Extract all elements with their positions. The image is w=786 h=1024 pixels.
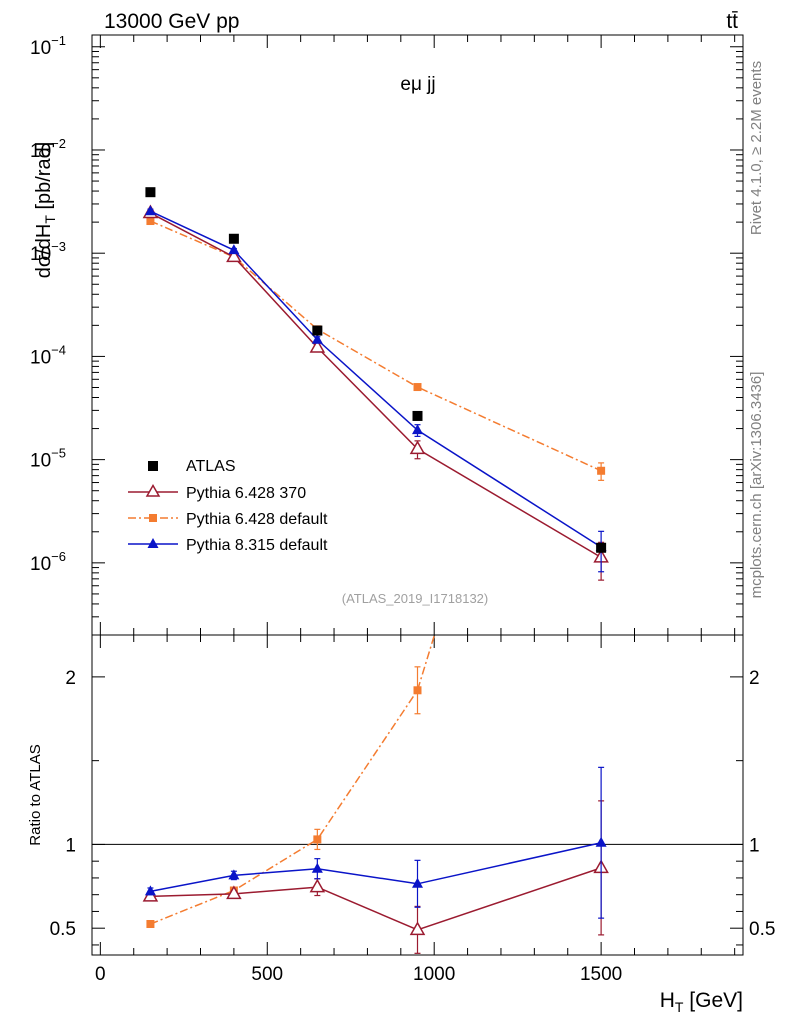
main-y-tick-label-exp-4: −2 xyxy=(51,136,66,151)
x-axis-label-unit: [GeV] xyxy=(683,989,743,1012)
main-y-tick-label-5: 10−1 xyxy=(30,33,66,59)
main-point-atlas-2 xyxy=(312,325,323,336)
legend-label-pythia-6-428-default: Pythia 6.428 default xyxy=(186,511,328,528)
legend-entry-atlas: ATLAS xyxy=(148,458,236,475)
ratio-x-tick-label-2: 1000 xyxy=(413,964,455,985)
main-point-p8-1 xyxy=(228,244,240,255)
ratio-y-tick-label-left-2: 2 xyxy=(65,668,76,689)
ratio-y-tick-label-left-0: 0.5 xyxy=(50,919,76,940)
legend-entry-pythia-6-428-370: Pythia 6.428 370 xyxy=(128,483,306,502)
x-axis-label-sub: T xyxy=(675,999,684,1015)
main-point-p6def-4 xyxy=(597,466,606,475)
main-y-tick-label-1: 10−5 xyxy=(30,446,66,472)
ratio-point-p8-0 xyxy=(144,885,156,896)
main-y-tick-label-0: 10−6 xyxy=(30,549,66,575)
ratio-point-p6def-2 xyxy=(313,835,322,844)
main-point-p8-3 xyxy=(412,424,423,435)
main-y-tick-label-exp-3: −3 xyxy=(51,239,66,254)
main-point-atlas-1 xyxy=(228,233,239,244)
y-axis-label: dσ/dHT [pb/rad] xyxy=(33,142,58,279)
legend-entry-pythia-6-428-default: Pythia 6.428 default xyxy=(128,511,328,528)
legend: ATLAS Pythia 6.428 370 Pythia 6.428 defa… xyxy=(128,458,328,554)
legend-label-pythia-6-428-370: Pythia 6.428 370 xyxy=(186,485,306,502)
title-right: tt̄ xyxy=(726,10,738,33)
main-y-tick-label-base-5: 10 xyxy=(30,38,51,59)
main-point-p6def-0 xyxy=(146,217,155,226)
main-point-atlas-0 xyxy=(145,187,156,198)
main-point-p8-0 xyxy=(144,205,156,216)
main-series-group xyxy=(142,187,609,581)
ratio-point-p8-4 xyxy=(595,836,607,847)
ratio-y-tick-label-right-1: 1 xyxy=(749,835,760,856)
y-axis-label-main: dσ/dH xyxy=(33,224,55,279)
ratio-point-p6def-4 xyxy=(597,86,605,94)
ratio-x-tick-label-3: 1500 xyxy=(580,964,622,985)
legend-label-pythia-8-315-default: Pythia 8.315 default xyxy=(186,537,328,554)
main-y-tick-label-exp-5: −1 xyxy=(51,33,66,48)
legend-marker-pythia-8-315-default xyxy=(147,538,159,548)
ratio-y-tick-label-right-2: 2 xyxy=(749,668,760,689)
legend-label-atlas: ATLAS xyxy=(186,458,236,475)
legend-entry-pythia-8-315-default: Pythia 8.315 default xyxy=(128,537,328,554)
y-axis-label-sub: T xyxy=(42,215,58,224)
title-left: 13000 GeV pp xyxy=(104,10,239,33)
ratio-plot-frame xyxy=(91,634,744,956)
main-point-p370-2 xyxy=(309,338,326,353)
analysis-label: (ATLAS_2019_I1718132) xyxy=(342,591,488,606)
legend-marker-atlas xyxy=(148,461,158,471)
ratio-point-p370-2 xyxy=(309,878,326,893)
main-point-p370-3 xyxy=(409,440,426,455)
process-label: eμ jj xyxy=(400,74,435,95)
ratio-series-group xyxy=(142,86,609,954)
ratio-plot-panel: 0 500 1000 1500 0.5 0.5 1 1 2 2 xyxy=(50,86,775,985)
main-y-tick-label-base-3: 10 xyxy=(30,244,51,265)
ratio-point-p370-3 xyxy=(409,921,426,936)
main-y-tick-label-4: 10−2 xyxy=(30,136,66,162)
legend-marker-pythia-6-428-default xyxy=(149,514,157,522)
main-point-p8-2 xyxy=(311,333,323,344)
main-point-p6def-3 xyxy=(413,383,422,392)
ratio-point-p8-3 xyxy=(412,877,423,888)
ratio-point-p8-1 xyxy=(228,869,240,880)
ratio-point-p6def-0 xyxy=(146,920,155,929)
main-point-atlas-3 xyxy=(412,410,423,421)
ratio-axis-label: Ratio to ATLAS xyxy=(27,744,44,845)
mcplots-label: mcplots.cern.ch [arXiv:1306.3436] xyxy=(748,372,765,599)
ratio-point-p8-2 xyxy=(311,862,323,873)
main-y-tick-label-base-4: 10 xyxy=(30,141,51,162)
rivet-label: Rivet 4.1.0, ≥ 2.2M events xyxy=(748,61,765,235)
ratio-point-p370-1 xyxy=(226,885,242,900)
main-y-tick-label-2: 10−4 xyxy=(30,342,66,368)
main-y-tick-label-base-2: 10 xyxy=(30,347,51,368)
ratio-x-tick-label-1: 500 xyxy=(251,964,283,985)
main-y-tick-label-base-1: 10 xyxy=(30,451,51,472)
main-plot-panel: 10−610−510−410−310−210−1 xyxy=(30,33,744,636)
legend-marker-pythia-6-428-370 xyxy=(145,483,161,497)
main-y-tick-label-exp-2: −4 xyxy=(51,342,66,357)
main-y-tick-label-3: 10−3 xyxy=(30,239,66,265)
x-axis-label-main: H xyxy=(660,989,675,1012)
ratio-point-p6def-3 xyxy=(413,686,422,695)
main-y-tick-label-exp-1: −5 xyxy=(51,446,66,461)
main-y-tick-label-base-0: 10 xyxy=(30,554,51,575)
ratio-x-tick-label-0: 0 xyxy=(95,964,106,985)
main-line-p370 xyxy=(150,212,602,559)
ratio-y-tick-label-left-1: 1 xyxy=(65,835,76,856)
ratio-line-p6def xyxy=(150,635,436,925)
ratio-line-p8 xyxy=(150,842,602,893)
y-axis-label-unit: [pb/rad] xyxy=(33,142,55,215)
ratio-y-tick-label-right-0: 0.5 xyxy=(749,919,775,940)
main-point-p370-1 xyxy=(226,248,242,263)
main-y-tick-label-exp-0: −6 xyxy=(51,549,66,564)
main-line-p6def xyxy=(150,220,602,472)
main-point-atlas-4 xyxy=(596,542,607,553)
x-axis-label: HT [GeV] xyxy=(660,989,743,1015)
